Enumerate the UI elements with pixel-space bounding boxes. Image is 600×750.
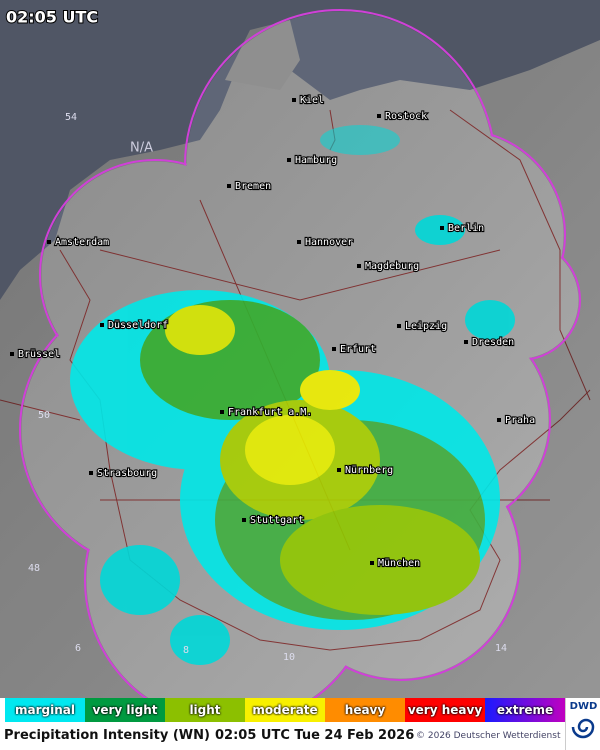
radar-boundary — [84, 434, 376, 698]
product-label: Precipitation Intensity (WN) — [4, 728, 210, 743]
city-marker — [377, 114, 381, 118]
city-label: Kiel — [300, 95, 324, 106]
city-label: Amsterdam — [55, 237, 109, 248]
city-marker — [464, 340, 468, 344]
legend-item: very light — [85, 698, 165, 722]
missing-label: N/A — [130, 141, 153, 156]
city-marker — [220, 410, 224, 414]
city-marker — [242, 518, 246, 522]
grid-label: 14 — [495, 643, 507, 654]
city-marker — [440, 226, 444, 230]
city-label: Hamburg — [295, 155, 337, 166]
city-marker — [100, 323, 104, 327]
city-marker — [292, 98, 296, 102]
radar-boundary — [459, 239, 581, 361]
city-label: Leipzig — [405, 321, 447, 332]
radar-boundary — [329, 309, 551, 531]
grid-label: 48 — [28, 563, 40, 574]
grid-label: 50 — [38, 410, 50, 421]
legend-item: light — [165, 698, 245, 722]
city-marker — [370, 561, 374, 565]
city-label: Stuttgart — [250, 515, 304, 526]
city-label: München — [378, 558, 420, 569]
city-label: Bremen — [235, 181, 271, 192]
city-marker — [47, 240, 51, 244]
city-marker — [332, 347, 336, 351]
logo: DWD — [565, 698, 600, 750]
city-label: Düsseldorf — [108, 320, 168, 331]
land — [225, 20, 300, 90]
city-marker — [227, 184, 231, 188]
radar-boundary — [189, 179, 491, 481]
footer: Precipitation Intensity (WN) 02:05 UTC T… — [0, 722, 565, 750]
city-label: Berlin — [448, 223, 484, 234]
radar-boundary — [19, 289, 301, 571]
legend-item: moderate — [245, 698, 325, 722]
grid-label: 8 — [183, 645, 189, 656]
legend-item: marginal — [5, 698, 85, 722]
copyright: © 2026 Deutscher Wetterdienst — [416, 731, 561, 741]
city-label: Dresden — [472, 337, 514, 348]
grid-label: 54 — [65, 112, 77, 123]
logo-icon — [571, 718, 595, 739]
legend-item: very heavy — [405, 698, 485, 722]
grid-label: 10 — [283, 652, 295, 663]
city-label: Rostock — [385, 111, 427, 122]
logo-text: DWD — [569, 701, 598, 712]
radar-boundary — [354, 129, 566, 341]
city-label: Nürnberg — [345, 465, 393, 476]
city-marker — [297, 240, 301, 244]
precipitation — [70, 125, 515, 665]
city-marker — [397, 324, 401, 328]
footer-time: 02:05 UTC Tue 24 Feb 2026 — [215, 728, 415, 743]
city-label: Magdeburg — [365, 261, 419, 272]
city-label: Frankfurt a.M. — [228, 407, 312, 418]
city-label: Praha — [505, 415, 535, 426]
grid-label: 6 — [75, 643, 81, 654]
legend-item: heavy — [325, 698, 405, 722]
radar-boundary — [279, 439, 521, 681]
city-label: Strasbourg — [97, 468, 157, 479]
time-label: 02:05 UTC — [6, 8, 98, 27]
city-marker — [497, 418, 501, 422]
city-label: Erfurt — [340, 344, 376, 355]
city-marker — [337, 468, 341, 472]
city-marker — [89, 471, 93, 475]
city-marker — [357, 264, 361, 268]
legend-item: extreme — [485, 698, 565, 722]
city-marker — [10, 352, 14, 356]
radar-boundary — [39, 159, 271, 391]
radar-map: 02:05 UTC N/A Kiel Rostock Hamburg Bremen Be… — [0, 0, 600, 698]
city-marker — [287, 158, 291, 162]
city-label: Brüssel — [18, 349, 60, 360]
city-label: Hannover — [305, 237, 353, 248]
